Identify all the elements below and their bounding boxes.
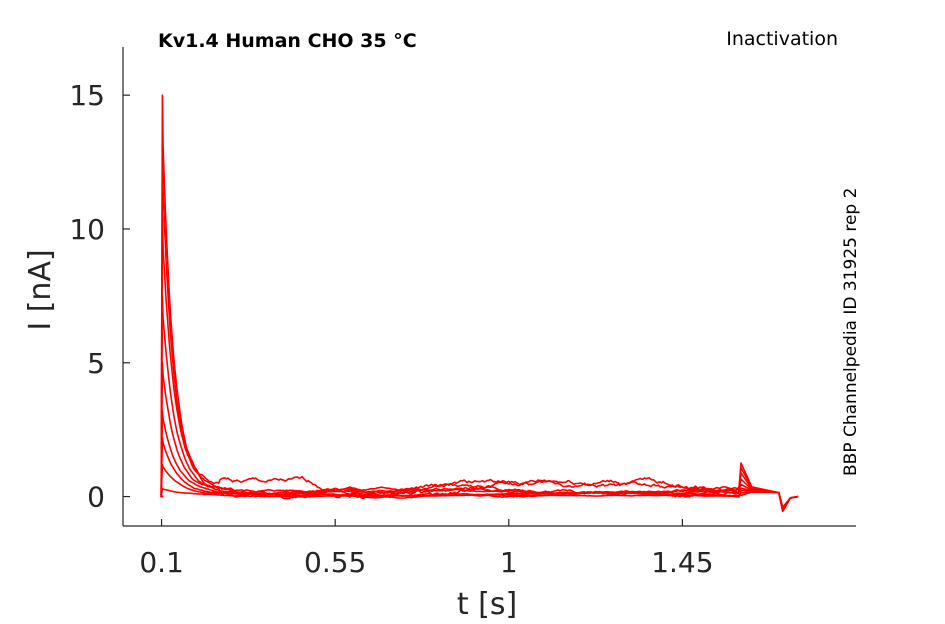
x-tick-label: 0.55 <box>304 546 366 579</box>
y-tick-label: 5 <box>87 347 105 380</box>
x-tick-label: 1.45 <box>651 546 713 579</box>
x-tick-label: 0.1 <box>139 546 184 579</box>
y-ticks: 0 5 10 15 <box>69 79 130 514</box>
y-tick-label: 15 <box>69 79 105 112</box>
chart-subtitle: Inactivation <box>726 28 838 50</box>
traces <box>160 94 799 513</box>
trace-line <box>160 94 799 509</box>
trace-line <box>160 295 799 510</box>
y-tick-label: 10 <box>69 213 105 246</box>
trace-line <box>160 436 799 512</box>
source-label: BBP Channelpedia ID 31925 rep 2 <box>841 188 861 476</box>
trace-line <box>160 214 799 510</box>
chart-title: Kv1.4 Human CHO 35 °C <box>158 30 417 52</box>
x-tick-label: 1 <box>500 546 518 579</box>
y-tick-label: 0 <box>87 481 105 514</box>
x-axis-title: t [s] <box>457 587 517 622</box>
trace-line <box>160 487 799 513</box>
x-ticks: 0.1 0.55 1 1.45 <box>139 519 714 579</box>
trace-line <box>160 147 799 509</box>
y-axis-title: I [nA] <box>23 249 58 330</box>
